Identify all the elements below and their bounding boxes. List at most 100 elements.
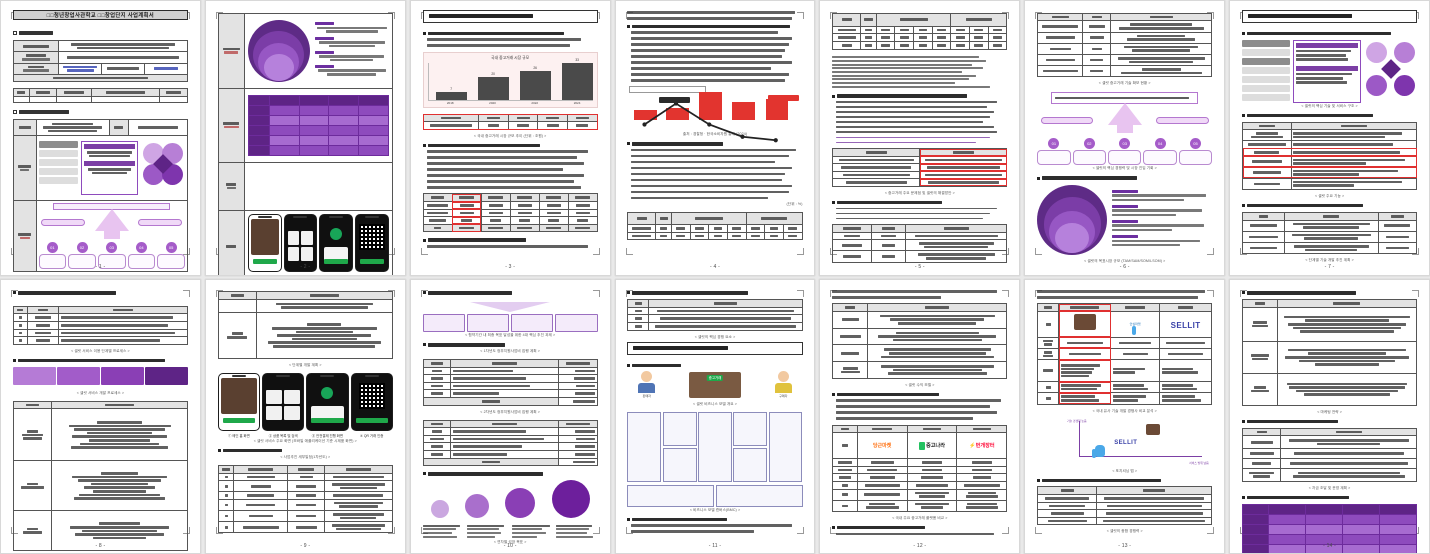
core-elements-table [627, 299, 803, 331]
page-number: - 7 - [1324, 264, 1335, 271]
table-row [832, 25, 1008, 35]
page-thumbnail-11[interactable]: < 셀릿의 핵심 경쟁 요소 > 판매자 중고거래 구매자 < 셀릿 비즈니 [614, 278, 816, 554]
table-row [1037, 42, 1213, 55]
bmc-revenue-streams [715, 484, 803, 507]
table-row [832, 361, 1008, 379]
crop-mark [387, 11, 395, 19]
table-row [422, 113, 598, 123]
business-model-canvas [627, 412, 803, 482]
table-row [12, 510, 188, 552]
crop-mark [625, 248, 633, 256]
bullet-heading-bm [627, 363, 802, 367]
key-features-table [1242, 121, 1418, 191]
table-row [1037, 53, 1213, 67]
table-row [422, 449, 598, 459]
table-row [832, 310, 1008, 329]
bullet-heading [1242, 113, 1417, 118]
table-row [832, 12, 1008, 27]
table-row [1242, 121, 1418, 131]
page-number: - 6 - [1119, 264, 1130, 271]
crop-mark [797, 290, 805, 298]
tag-right [138, 219, 182, 226]
page-thumbnail-8[interactable]: < 셀릿 서비스 이용 단계별 프로세스 > < 셀릿 서비스 개발 프로세스 … [0, 278, 201, 554]
table-row [422, 208, 598, 218]
table-row [422, 389, 598, 398]
survey-table [627, 211, 803, 241]
roadmap-steps: 01 02 03 04 05 [38, 242, 185, 269]
crop-mark [1002, 11, 1010, 19]
team-table [12, 88, 188, 103]
table-row [12, 408, 188, 462]
bullet-heading-milestones [1242, 495, 1417, 500]
table-row [832, 170, 1008, 180]
phone-caption: ① 앱 메인화면 [248, 274, 282, 275]
table-row [422, 397, 598, 406]
table-row [1037, 381, 1213, 394]
phone-caption: ③ 안전결제/에스크로 [319, 274, 353, 275]
table-row [217, 521, 393, 534]
page-thumbnail-14[interactable]: < 마케팅 전략 > < 자금 조달 및 운영 계획 > [1229, 278, 1430, 554]
table-row [832, 499, 1008, 513]
page-thumbnail-9[interactable]: < 단계별 개발 계획 > ① 메인 홈 화면 ② 상품 목록 및 검색 ③ 안… [204, 278, 406, 554]
page-thumbnail-1[interactable]: □□청년창업사관학교 □□창업단지 사업계획서 [0, 0, 201, 276]
bmc-caption: < 비즈니스 모델 캔버스(BMC) > [689, 507, 741, 512]
crop-mark [1240, 248, 1248, 256]
page-thumbnail-5[interactable]: < 중고거래 주요 문제점 및 셀릿의 해결방안 > - 5 - [819, 0, 1021, 276]
flow-caption: < 셀릿 서비스 개발 프로세스 > [76, 390, 125, 395]
x-axis-label: 서비스 범위 넓음 [1189, 460, 1209, 465]
table-row [832, 231, 1008, 241]
table-row [1037, 494, 1213, 503]
table-caption: < 셀릿 중고거래 기술 확보 현황 > [1098, 81, 1151, 86]
table-row [627, 299, 803, 308]
table-row [832, 488, 1008, 501]
chart-source: 출처 : 경찰청 · 한국소비자원 통계 (2024) [682, 132, 748, 137]
table-row [1037, 392, 1213, 405]
budget2-title: < 2차년도 정부지원사업비 집행 계획 > [480, 409, 540, 414]
table-row [1242, 166, 1418, 179]
logo-sellit: SELLIT [1170, 321, 1201, 331]
competitor-name: 안심마켓 [1129, 322, 1141, 327]
table-row [627, 223, 803, 233]
stage-1 [12, 366, 56, 385]
table-row [1037, 486, 1213, 495]
page-thumbnail-6[interactable]: < 셀릿 중고거래 기술 확보 현황 > 01 02 03 04 05 < 셀릿… [1024, 0, 1226, 276]
page-thumbnail-3[interactable]: 국내 중고거래 시장 규모 7 20 26 33 2018 2020 2022 … [409, 0, 611, 276]
page-thumbnail-10[interactable]: < 협약기간 내 최종 목표 달성을 위한 4대 핵심 추진 과제 > < 1차… [409, 278, 611, 554]
table-row [217, 491, 393, 500]
table-row [1242, 129, 1418, 142]
table-row [1242, 435, 1418, 450]
table-row [12, 119, 188, 136]
page-thumbnail-2[interactable]: ① 앱 메인화면 ② 상품 목록·검색 ③ 안전결제/에스크로 ④ QR 거래인… [204, 0, 406, 276]
table-row [1037, 336, 1213, 349]
table-row [422, 457, 598, 467]
page-thumbnail-12[interactable]: < 셀릿 수익 모델 > 당근마켓 중 [819, 278, 1021, 554]
bmc-value-propositions [698, 412, 732, 482]
growth-year-4 [551, 480, 590, 519]
funding-plan-table [1242, 427, 1418, 482]
problem-solution-table [832, 148, 1008, 187]
bmc-key-activities [662, 412, 697, 447]
phone-caption: ③ 안전결제 진행 화면 [311, 434, 343, 439]
table-row [627, 321, 803, 331]
phone-caption: ② 상품 목록 및 검색 [268, 434, 298, 439]
crop-mark [1035, 526, 1043, 534]
crop-mark [1207, 290, 1215, 298]
page-number: - 1 - [95, 264, 106, 271]
section-banner [627, 341, 803, 355]
phone-mockup-2 [262, 373, 305, 432]
page-thumbnail-4[interactable]: 출처 : 경찰청 · 한국소비자원 통계 (2024) (단위 : %) [614, 0, 816, 276]
competitor-matrix [247, 94, 389, 156]
flow-left-column [38, 141, 79, 195]
table-row [832, 250, 1008, 263]
bullet-heading-funding [1242, 419, 1417, 424]
crop-mark [830, 526, 838, 534]
bullet-heading-marketing [1242, 291, 1417, 295]
table-row [1242, 448, 1418, 459]
bmc-channels [733, 447, 768, 482]
crop-mark [625, 526, 633, 534]
goal-box-2 [466, 314, 510, 333]
page-thumbnail-7[interactable]: < 셀릿의 핵심 기술 및 서비스 구조 > < 셀릿 주요 기능 > < 단계… [1229, 0, 1430, 276]
logo-daangn-market: 당근마켓 [872, 443, 892, 450]
page-thumbnail-13[interactable]: 안심마켓 SELLIT < 국내 유사 기술 개발 경쟁사 비교 분석 > [1024, 278, 1226, 554]
